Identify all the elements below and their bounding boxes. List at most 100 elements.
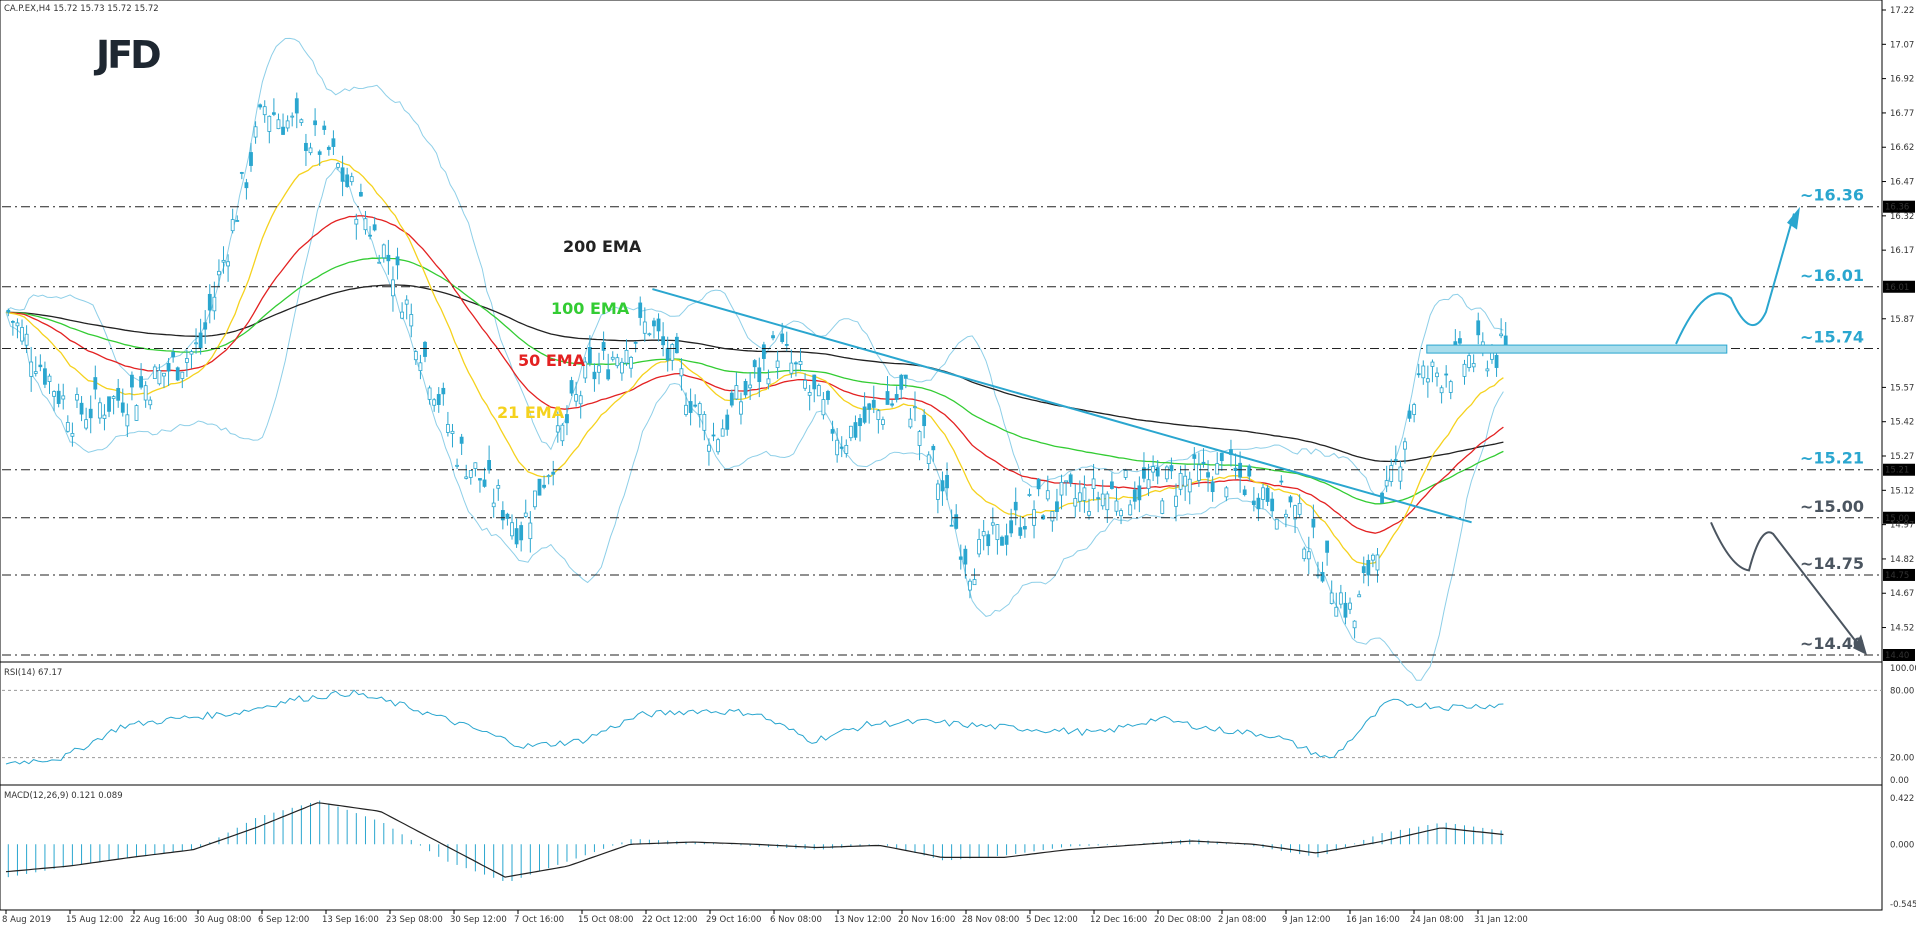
candle-body (1329, 592, 1334, 604)
candle-body (235, 220, 240, 222)
x-tick-label: 20 Dec 08:00 (1154, 915, 1211, 925)
candle-body (803, 379, 807, 389)
candle-body (1352, 620, 1357, 629)
candle-body (940, 480, 945, 492)
candle-body (1361, 566, 1366, 574)
candle-body (1045, 490, 1050, 500)
candle-body (1499, 333, 1504, 337)
rsi-title: RSI(14) 67.17 (4, 668, 62, 678)
candle-body (1055, 501, 1059, 512)
jfd-logo: JFD (93, 33, 160, 77)
candle-body (844, 444, 849, 454)
candle-body (1435, 372, 1439, 378)
candle-body (652, 320, 656, 327)
y-tick-label: 15.57 (1890, 383, 1914, 393)
candle-body (175, 367, 180, 381)
candle-body (775, 360, 780, 368)
candle-body (180, 371, 185, 379)
candle-body (262, 106, 267, 116)
candle-body (386, 254, 391, 262)
candle-body (317, 151, 322, 155)
candle-body (995, 524, 1000, 541)
candle-body (913, 406, 917, 409)
candle-body (1311, 518, 1316, 528)
candle-body (1068, 474, 1073, 484)
candle-body (794, 362, 798, 365)
candle-body (1036, 478, 1041, 490)
candle-body (858, 418, 862, 427)
candle-body (1119, 510, 1123, 517)
candle-body (821, 399, 826, 416)
candle-body (972, 579, 977, 586)
candle-body (152, 366, 157, 379)
candle-body (990, 522, 995, 526)
candle-body (354, 218, 359, 225)
candle-body (1338, 592, 1343, 605)
macd-signal-line (5, 802, 1504, 878)
x-tick-label: 28 Nov 08:00 (962, 915, 1019, 925)
candle-body (1187, 478, 1192, 493)
candle-body (734, 385, 739, 400)
candle-body (43, 368, 47, 385)
candle-body (739, 401, 743, 415)
candle-body (271, 112, 276, 115)
candle-body (171, 352, 176, 358)
candle-body (899, 374, 904, 390)
candle-body (221, 259, 226, 263)
candle-body (743, 381, 748, 396)
candle-body (381, 244, 386, 259)
candle-body (968, 580, 972, 591)
candle-body (1297, 502, 1302, 515)
symbol-header: CA.P.EX,H4 15.72 15.73 15.72 15.72 (4, 4, 159, 14)
x-tick-label: 5 Dec 12:00 (1026, 915, 1078, 925)
candle-body (766, 378, 771, 385)
candle-body (1105, 493, 1110, 511)
candle-body (253, 126, 258, 138)
candle-body (1256, 497, 1261, 510)
candle-body (533, 490, 537, 508)
candle-body (500, 510, 505, 521)
candle-body (391, 279, 395, 297)
candle-body (345, 174, 350, 187)
ema100-label: 100 EMA (551, 299, 630, 318)
candle-body (468, 470, 473, 478)
level-axis-tag-bg (1883, 280, 1915, 293)
candle-body (212, 296, 217, 312)
candle-body (812, 374, 817, 390)
candle-body (230, 219, 235, 232)
candle-body (395, 256, 400, 266)
candle-body (184, 358, 189, 363)
level-axis-tag-bg (1883, 463, 1915, 476)
bullish-scenario-arrow (1675, 213, 1795, 345)
candle-body (290, 115, 295, 118)
level-label: ~16.01 (1800, 266, 1864, 285)
candle-body (226, 261, 230, 267)
candle-body (368, 234, 372, 237)
candle-body (491, 502, 496, 508)
candle-body (610, 356, 615, 360)
level-axis-tag-bg (1883, 649, 1915, 661)
x-tick-label: 13 Sep 16:00 (322, 915, 379, 925)
candle-body (1142, 467, 1146, 479)
candle-body (1073, 498, 1078, 507)
y-tick-label: 16.17 (1890, 246, 1914, 256)
candle-body (1439, 387, 1444, 394)
candle-body (885, 391, 890, 405)
candle-body (29, 361, 34, 377)
candle-body (629, 356, 633, 369)
candle-body (1178, 472, 1183, 490)
candle-body (198, 332, 203, 349)
candle-body (1471, 363, 1476, 368)
candle-body (207, 293, 212, 311)
candle-body (867, 403, 872, 410)
x-tick-label: 12 Dec 16:00 (1090, 915, 1147, 925)
candle-body (1343, 602, 1348, 618)
candle-body (56, 390, 61, 404)
candle-body (1270, 498, 1275, 512)
macd-tick-label: -0.545 (1890, 900, 1916, 910)
macd-tick-label: 0.000 (1890, 840, 1914, 850)
candle-body (597, 365, 601, 373)
candle-body (702, 414, 707, 431)
candle-body (445, 424, 450, 433)
candle-body (1160, 500, 1165, 514)
